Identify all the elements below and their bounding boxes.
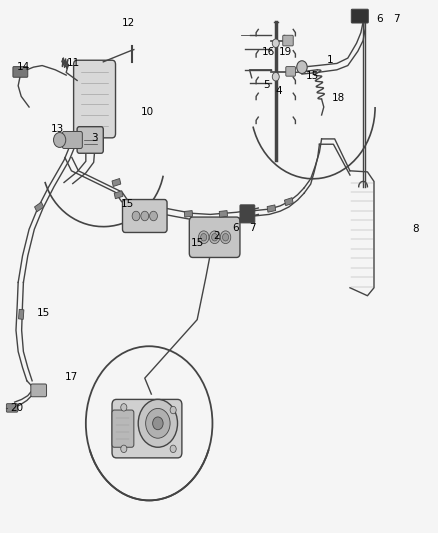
Circle shape <box>146 408 170 438</box>
Text: 7: 7 <box>393 14 399 25</box>
Circle shape <box>212 233 218 241</box>
FancyBboxPatch shape <box>351 9 368 23</box>
Text: 19: 19 <box>279 47 293 57</box>
Text: 18: 18 <box>332 93 345 103</box>
Polygon shape <box>114 191 123 199</box>
Text: 1: 1 <box>327 55 334 65</box>
Text: 8: 8 <box>412 224 419 235</box>
Text: 17: 17 <box>65 372 78 382</box>
FancyBboxPatch shape <box>13 67 28 77</box>
FancyBboxPatch shape <box>283 35 293 46</box>
FancyBboxPatch shape <box>189 217 240 257</box>
Text: 10: 10 <box>141 107 154 117</box>
Text: 20: 20 <box>10 403 23 414</box>
Circle shape <box>150 211 157 221</box>
Text: 11: 11 <box>67 59 80 68</box>
Circle shape <box>170 406 176 414</box>
FancyBboxPatch shape <box>240 205 255 223</box>
Circle shape <box>170 445 176 453</box>
Text: 2: 2 <box>213 231 220 241</box>
FancyBboxPatch shape <box>31 384 46 397</box>
Text: 12: 12 <box>122 18 135 28</box>
Text: 15: 15 <box>191 238 204 247</box>
Circle shape <box>209 231 220 244</box>
Polygon shape <box>112 179 121 187</box>
Circle shape <box>220 231 231 244</box>
Circle shape <box>53 133 66 148</box>
Polygon shape <box>18 309 24 319</box>
Circle shape <box>223 233 229 241</box>
Polygon shape <box>219 211 227 217</box>
Circle shape <box>198 231 209 244</box>
Polygon shape <box>35 202 44 212</box>
Text: 5: 5 <box>263 80 269 90</box>
Circle shape <box>272 72 279 81</box>
FancyBboxPatch shape <box>286 67 295 76</box>
Circle shape <box>132 211 140 221</box>
Text: 6: 6 <box>376 14 383 25</box>
FancyBboxPatch shape <box>7 403 18 412</box>
Polygon shape <box>267 205 276 212</box>
Text: 7: 7 <box>249 223 255 233</box>
Text: 16: 16 <box>262 47 275 57</box>
Polygon shape <box>184 211 193 217</box>
Text: 15: 15 <box>306 71 319 81</box>
FancyBboxPatch shape <box>62 132 82 149</box>
Text: 4: 4 <box>276 85 282 95</box>
Circle shape <box>141 211 149 221</box>
Text: 15: 15 <box>121 199 134 209</box>
FancyBboxPatch shape <box>112 410 134 447</box>
Text: 3: 3 <box>91 133 98 143</box>
Circle shape <box>121 445 127 453</box>
FancyBboxPatch shape <box>123 199 167 232</box>
Text: 15: 15 <box>36 308 49 318</box>
Polygon shape <box>284 198 293 206</box>
FancyBboxPatch shape <box>74 60 116 138</box>
Circle shape <box>138 399 177 447</box>
Circle shape <box>201 233 207 241</box>
FancyBboxPatch shape <box>112 399 182 458</box>
Text: 14: 14 <box>17 62 30 72</box>
Circle shape <box>121 403 127 411</box>
Circle shape <box>272 39 279 47</box>
FancyBboxPatch shape <box>77 127 103 154</box>
Text: 6: 6 <box>233 223 239 233</box>
Text: 13: 13 <box>51 124 64 134</box>
Circle shape <box>297 61 307 74</box>
Circle shape <box>152 417 163 430</box>
